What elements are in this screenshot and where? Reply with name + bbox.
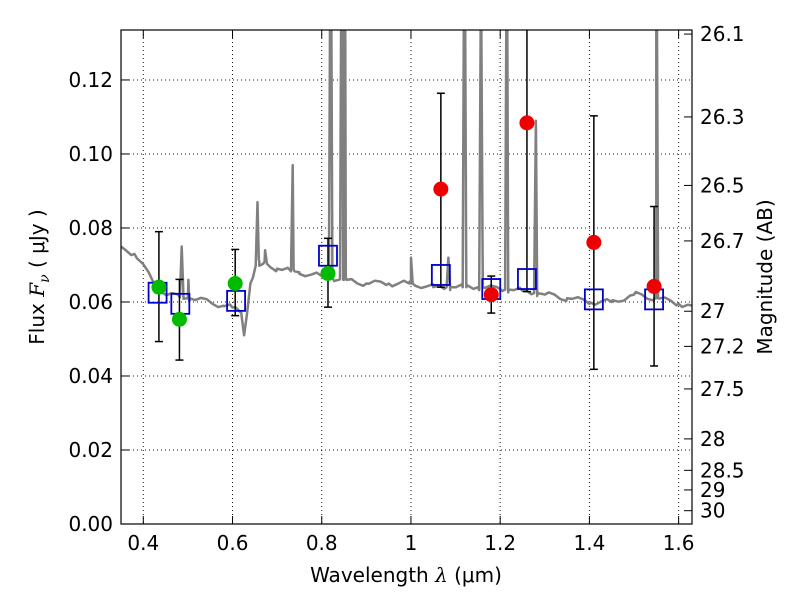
tick-labels: 0.4 0.6 0.8 1 1.2 1.4 1.6 0.00 0.02 0.04 0.06 0.08 0… (68, 22, 744, 555)
y-tick-label: 0.10 (68, 142, 113, 166)
model-square (517, 268, 537, 290)
model-square (318, 244, 338, 267)
data-point (483, 287, 499, 303)
y2-tick-label: 30 (700, 499, 725, 523)
y-tick-label: 0.00 (68, 512, 113, 536)
x-tick-label: 0.8 (306, 531, 338, 555)
x-tick-label: 0.4 (127, 531, 159, 555)
data-point (519, 115, 535, 131)
grid (121, 30, 692, 525)
data-markers (151, 115, 662, 327)
y-tick-label: 0.12 (68, 68, 113, 92)
x-tick-label: 1.6 (663, 531, 695, 555)
data-point (433, 181, 449, 197)
y-tick-label: 0.04 (68, 364, 113, 388)
y2-tick-label: 29 (700, 478, 725, 502)
y2-tick-label: 28.5 (700, 458, 745, 482)
model-square (583, 288, 604, 311)
plot-area (121, 30, 692, 371)
y-tick-label: 0.02 (68, 438, 113, 462)
x-tick-label: 1.4 (573, 531, 605, 555)
y-tick-label: 0.06 (68, 290, 113, 314)
y2-tick-label: 26.7 (700, 229, 745, 253)
y2-tick-label: 26.3 (700, 105, 745, 129)
error-bars (154, 30, 659, 371)
data-point (646, 278, 662, 294)
y2-tick-label: 27 (700, 299, 725, 323)
axis-ticks (121, 30, 692, 525)
data-point (171, 311, 187, 327)
x-axis-label: Wavelength λ (μm) (310, 563, 502, 587)
plot-frame (120, 29, 693, 525)
y2-tick-label: 28 (700, 427, 725, 451)
data-point (320, 265, 336, 281)
model-square (430, 264, 451, 286)
data-point (151, 279, 167, 295)
x-tick-label: 0.6 (217, 531, 249, 555)
y-tick-label: 0.08 (68, 216, 113, 240)
data-point (586, 234, 602, 250)
x-tick-label: 1 (405, 531, 418, 555)
y-axis-label: Flux Fν ( μJy ) (25, 209, 53, 344)
y2-tick-label: 26.1 (700, 22, 745, 46)
y2-tick-label: 27.2 (700, 334, 745, 358)
x-tick-label: 1.2 (484, 531, 516, 555)
spectrum-line (121, 30, 692, 337)
y2-tick-label: 27.5 (700, 377, 745, 401)
model-photometry-squares (147, 244, 664, 315)
y2-tick-label: 26.5 (700, 173, 745, 197)
data-point (227, 275, 243, 291)
y2-axis-label: Magnitude (AB) (753, 199, 777, 354)
